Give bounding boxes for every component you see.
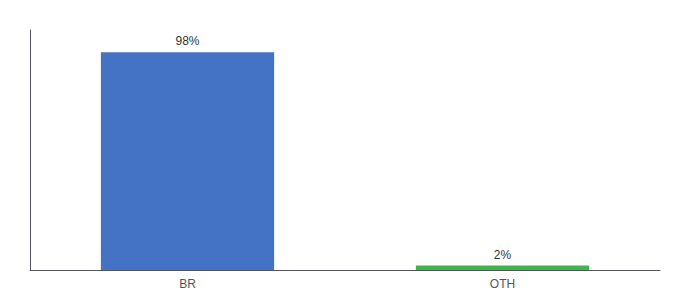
svg-text:BR: BR: [179, 277, 196, 291]
svg-text:OTH: OTH: [490, 277, 515, 291]
svg-text:2%: 2%: [494, 248, 512, 262]
svg-text:98%: 98%: [175, 34, 199, 48]
